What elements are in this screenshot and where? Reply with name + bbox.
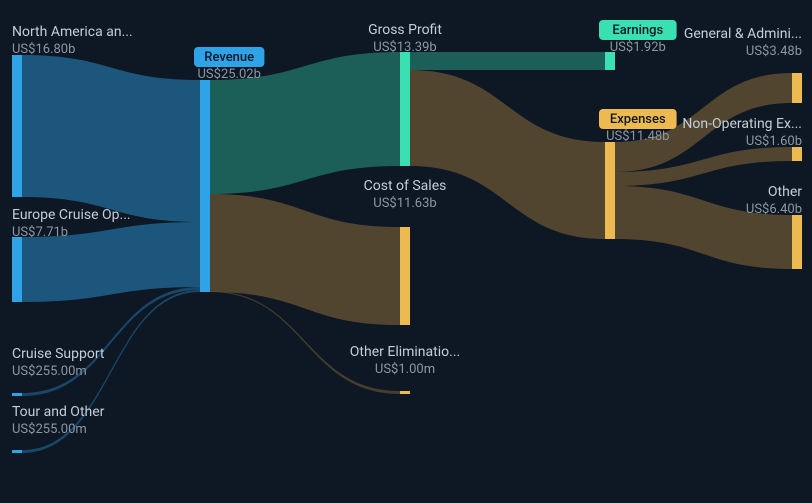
node-value-to: US$255.00m	[12, 422, 87, 437]
node-bar-ga[interactable]	[792, 73, 802, 103]
node-value-ga: US$3.48b	[746, 44, 802, 59]
node-bar-to[interactable]	[12, 450, 22, 453]
link-gp-earn	[410, 52, 605, 70]
node-label-exp: Expenses	[610, 112, 666, 127]
node-bar-cs[interactable]	[12, 393, 22, 396]
node-bar-cos[interactable]	[400, 227, 410, 325]
node-value-oe: US$1.00m	[375, 362, 435, 377]
node-label-nox: Non-Operating Ex...	[682, 116, 802, 132]
node-bar-exp[interactable]	[605, 142, 615, 239]
node-label-to: Tour and Other	[12, 404, 105, 420]
node-label-cos: Cost of Sales	[364, 178, 447, 194]
node-label-group-exp: Expenses US$11.48b	[599, 109, 677, 144]
node-bar-gp[interactable]	[400, 52, 410, 166]
node-label-na: North America an...	[12, 24, 133, 40]
node-bar-rev[interactable]	[200, 80, 210, 292]
node-bar-nox[interactable]	[792, 147, 802, 161]
node-label-group-rev: Revenue US$25.02b	[194, 47, 264, 82]
sankey-chart: North America an... US$16.80b Europe Cruis…	[0, 0, 812, 503]
node-label-eu: Europe Cruise Op...	[12, 207, 131, 223]
node-value-exp: US$11.48b	[606, 129, 669, 144]
node-label-group-earn: Earnings US$1.92b	[599, 20, 677, 55]
node-label-cs: Cruise Support	[12, 346, 105, 362]
node-value-na: US$16.80b	[12, 42, 75, 57]
node-label-earn: Earnings	[612, 23, 663, 38]
node-value-earn: US$1.92b	[610, 40, 666, 55]
node-label-ga: General & Admini...	[684, 26, 802, 42]
node-value-oth: US$6.40b	[746, 202, 802, 217]
node-label-gp: Gross Profit	[368, 22, 442, 38]
node-label-rev: Revenue	[204, 50, 254, 65]
node-label-oth: Other	[768, 184, 802, 200]
node-bar-na[interactable]	[12, 55, 22, 197]
node-value-nox: US$1.60b	[746, 134, 802, 149]
node-value-rev: US$25.02b	[197, 67, 260, 82]
node-value-gp: US$13.39b	[373, 40, 436, 55]
node-bar-eu[interactable]	[12, 237, 22, 302]
node-bar-oth[interactable]	[792, 215, 802, 269]
node-value-cs: US$255.00m	[12, 364, 87, 379]
node-value-eu: US$7.71b	[12, 225, 68, 240]
node-value-cos: US$11.63b	[373, 196, 436, 211]
node-bar-oe[interactable]	[400, 391, 410, 394]
node-label-oe: Other Eliminatio...	[350, 344, 460, 360]
link-na-rev	[22, 55, 200, 222]
